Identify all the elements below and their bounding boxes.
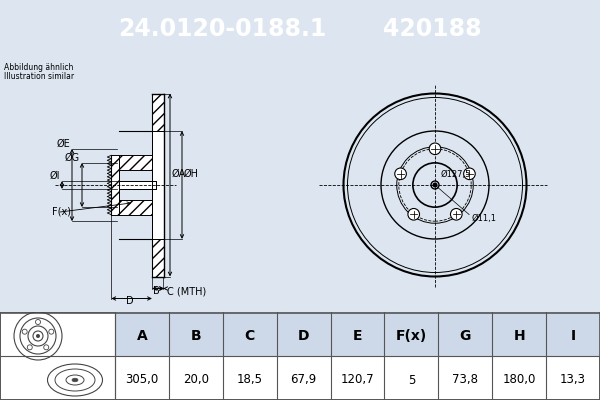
Text: 5: 5 [408, 374, 415, 386]
Text: ØE: ØE [56, 139, 70, 149]
Circle shape [44, 345, 49, 350]
Circle shape [433, 183, 437, 187]
Circle shape [429, 143, 441, 154]
Bar [152, 131, 164, 239]
Text: 20,0: 20,0 [183, 374, 209, 386]
Text: 120,7: 120,7 [341, 374, 374, 386]
Text: Illustration similar: Illustration similar [4, 72, 74, 81]
Text: F(x): F(x) [52, 207, 71, 217]
Text: ØG: ØG [65, 153, 80, 163]
Bar [119, 181, 156, 189]
Text: F(x): F(x) [396, 329, 427, 343]
Text: H: H [514, 329, 525, 343]
Text: Abbildung ähnlich: Abbildung ähnlich [4, 63, 73, 72]
Text: G: G [460, 329, 471, 343]
Circle shape [49, 329, 54, 334]
Text: A: A [137, 329, 148, 343]
Text: 18,5: 18,5 [237, 374, 263, 386]
Bar [111, 155, 119, 215]
Circle shape [451, 208, 462, 220]
Text: ØA: ØA [172, 169, 186, 179]
Text: E: E [353, 329, 362, 343]
Text: I: I [571, 329, 575, 343]
Text: Ø127,5: Ø127,5 [441, 170, 472, 179]
Text: ØH: ØH [184, 169, 199, 179]
Circle shape [464, 168, 475, 180]
Ellipse shape [72, 378, 78, 382]
Text: 24.0120-0188.1: 24.0120-0188.1 [118, 17, 326, 41]
Text: 73,8: 73,8 [452, 374, 478, 386]
Text: B: B [191, 329, 201, 343]
Text: 67,9: 67,9 [290, 374, 317, 386]
Bar [119, 181, 156, 189]
Text: Ø11,1: Ø11,1 [471, 214, 496, 222]
Text: 180,0: 180,0 [502, 374, 536, 386]
Bar [152, 239, 164, 276]
Bar [119, 200, 152, 215]
Bar [119, 155, 152, 170]
Circle shape [27, 345, 32, 350]
Bar [115, 312, 600, 356]
Circle shape [395, 168, 406, 180]
Text: C: C [245, 329, 255, 343]
Text: D: D [126, 296, 133, 306]
Text: 305,0: 305,0 [125, 374, 158, 386]
Circle shape [35, 320, 41, 324]
Circle shape [22, 329, 27, 334]
Text: 420188: 420188 [383, 17, 481, 41]
Text: D: D [298, 329, 310, 343]
Text: C (MTH): C (MTH) [167, 286, 206, 296]
Circle shape [408, 208, 419, 220]
Text: B: B [152, 286, 160, 296]
Text: ØI: ØI [49, 171, 60, 181]
Bar [152, 94, 164, 131]
Circle shape [36, 334, 40, 338]
Bar [152, 131, 164, 239]
Text: 13,3: 13,3 [560, 374, 586, 386]
